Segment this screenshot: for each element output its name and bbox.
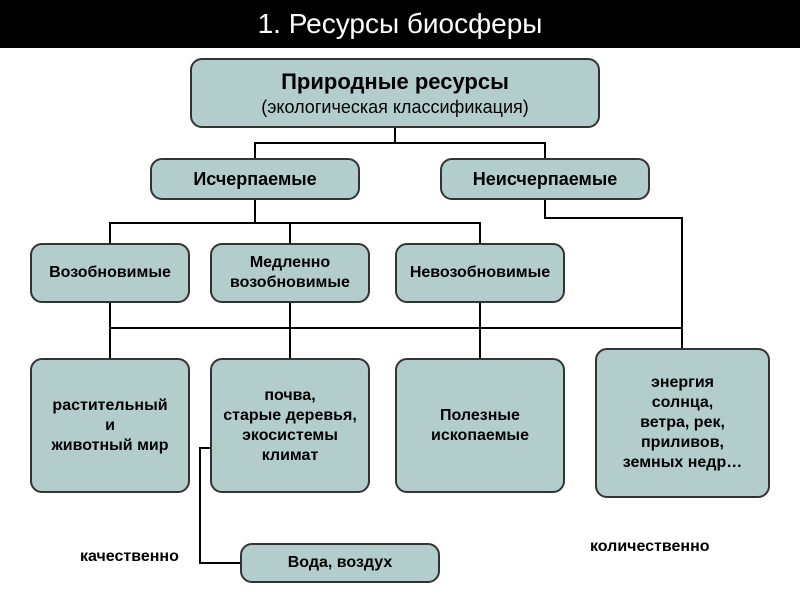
node-root: Природные ресурсы(экологическая классифи… (190, 58, 600, 128)
connector-1 (395, 128, 545, 158)
node-flora: растительный и животный мир (30, 358, 190, 493)
connector-2 (110, 200, 255, 243)
node-energy-title: энергия солнца, ветра, рек, приливов, зе… (623, 373, 742, 473)
label-quant: количественно (590, 538, 710, 556)
label-qual: качественно (80, 548, 179, 566)
node-renew-title: Возобновимые (49, 263, 171, 283)
node-slow: Медленно возобновимые (210, 243, 370, 303)
node-exhaust-title: Исчерпаемые (193, 168, 316, 191)
node-nonrenew: Невозобновимые (395, 243, 565, 303)
node-energy: энергия солнца, ветра, рек, приливов, зе… (595, 348, 770, 498)
node-slow-title: Медленно возобновимые (230, 253, 350, 293)
node-nonrenew-title: Невозобновимые (410, 263, 550, 283)
node-minerals-title: Полезные ископаемые (431, 406, 529, 446)
node-root-subtitle: (экологическая классификация) (261, 96, 529, 119)
node-minerals: Полезные ископаемые (395, 358, 565, 493)
node-soil: почва, старые деревья, экосистемы климат (210, 358, 370, 493)
node-flora-title: растительный и животный мир (51, 396, 168, 456)
slide-header: 1. Ресурсы биосферы (0, 0, 800, 48)
diagram-canvas: Природные ресурсы(экологическая классифи… (0, 48, 800, 600)
node-inexhaust-title: Неисчерпаемые (473, 168, 617, 191)
node-root-title: Природные ресурсы (281, 68, 509, 96)
connector-8 (545, 200, 682, 348)
connector-4 (255, 200, 480, 243)
node-soil-title: почва, старые деревья, экосистемы климат (223, 386, 357, 466)
node-water: Вода, воздух (240, 543, 440, 583)
node-water-title: Вода, воздух (288, 553, 393, 573)
node-inexhaust: Неисчерпаемые (440, 158, 650, 200)
connector-layer (0, 48, 800, 600)
node-renew: Возобновимые (30, 243, 190, 303)
node-exhaust: Исчерпаемые (150, 158, 360, 200)
connector-0 (255, 128, 395, 158)
connector-3 (255, 200, 290, 243)
